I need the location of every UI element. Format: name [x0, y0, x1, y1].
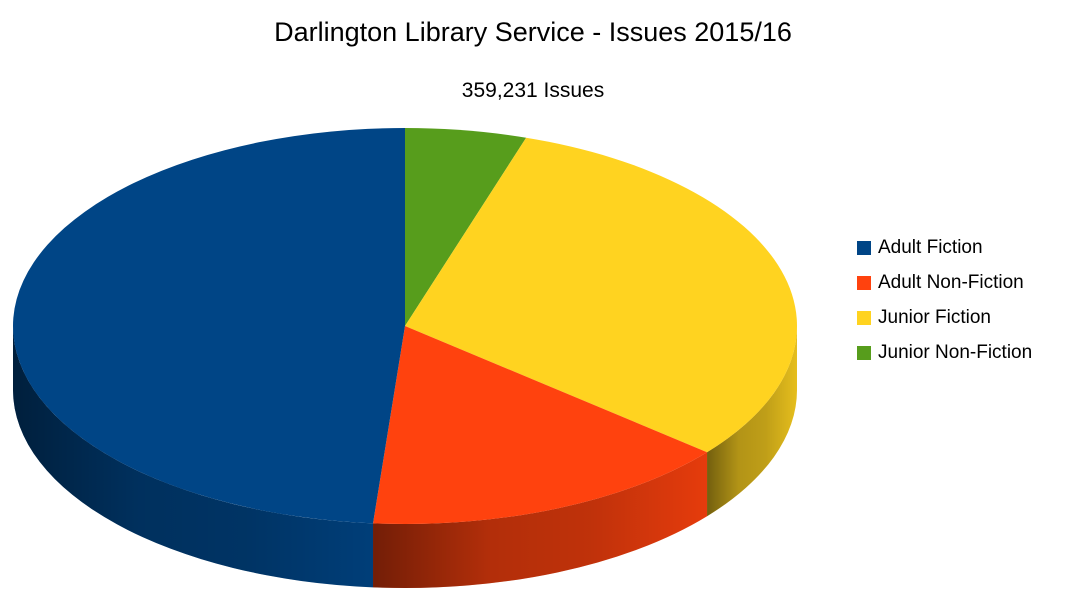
chart-title: Darlington Library Service - Issues 2015… — [274, 17, 792, 47]
pie-tops — [12, 128, 797, 524]
pie-side-shade — [13, 326, 374, 588]
pie-slice-adult-fiction — [12, 128, 405, 524]
legend-item-junior-fiction[interactable]: Junior Fiction — [857, 300, 1032, 335]
legend-label: Junior Fiction — [878, 306, 991, 328]
legend-item-junior-non-fiction[interactable]: Junior Non-Fiction — [857, 335, 1032, 370]
legend-item-adult-non-fiction[interactable]: Adult Non-Fiction — [857, 265, 1032, 300]
pie-side-shade — [707, 326, 797, 517]
legend-swatch — [857, 345, 871, 360]
legend-item-adult-fiction[interactable]: Adult Fiction — [857, 230, 1032, 265]
legend-label: Adult Non-Fiction — [878, 271, 1024, 293]
legend-label: Junior Non-Fiction — [878, 341, 1033, 363]
pie-sides — [13, 326, 797, 588]
legend-label: Adult Fiction — [878, 236, 983, 258]
pie-slice-junior-fiction — [405, 137, 797, 453]
pie-slice-adult-non-fiction — [373, 326, 708, 524]
legend-swatch — [857, 275, 871, 290]
pie-side-shade — [373, 452, 708, 588]
legend-swatch — [857, 310, 871, 325]
legend-swatch — [857, 240, 871, 255]
pie-slice-junior-non-fiction — [405, 128, 527, 326]
chart-legend: Adult Fiction Adult Non-Fiction Junior F… — [857, 230, 1032, 370]
chart-subtitle: 359,231 Issues — [461, 79, 605, 102]
